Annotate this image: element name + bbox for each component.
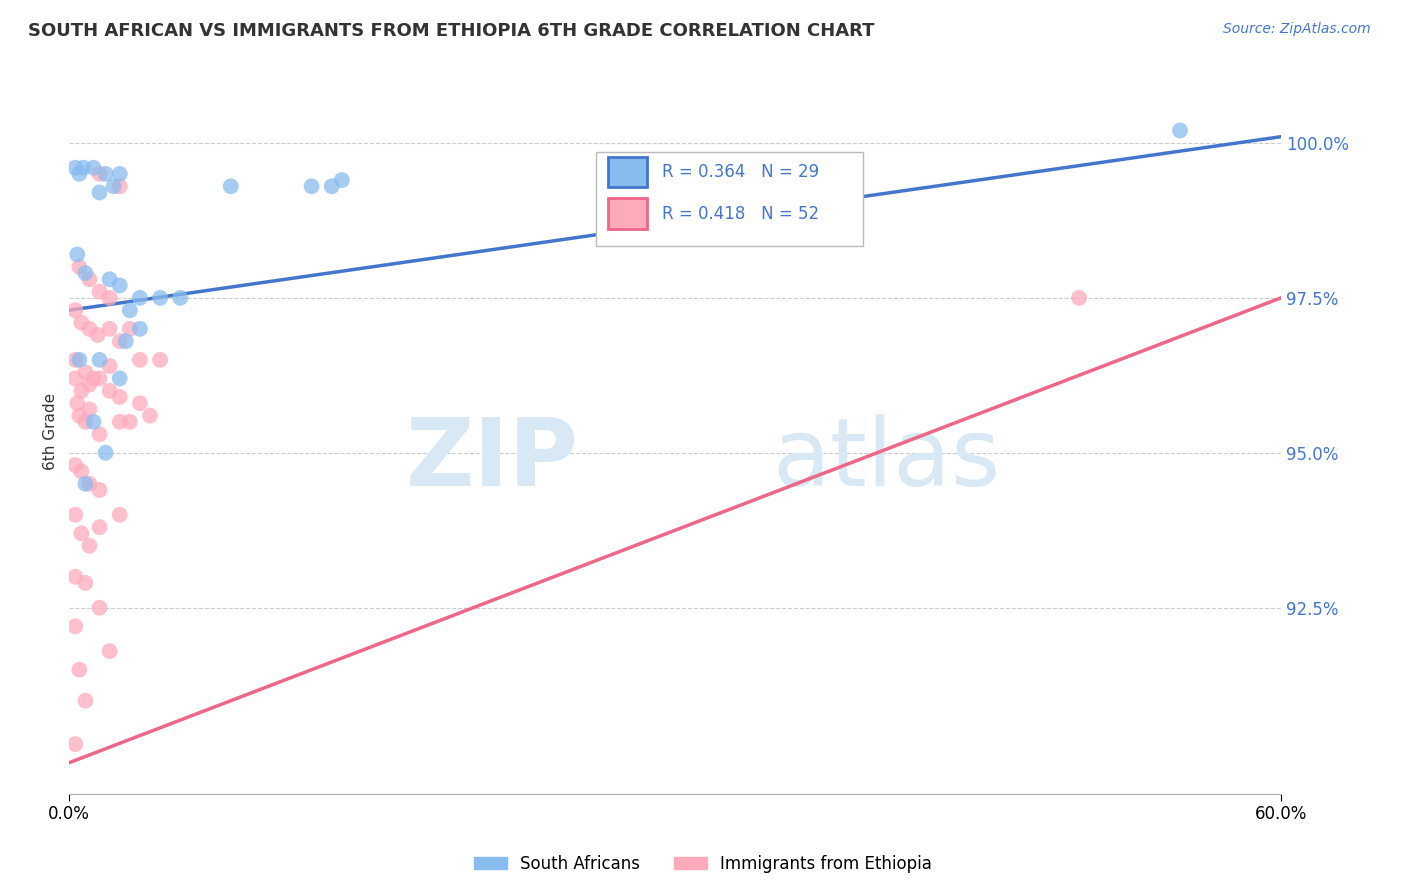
Point <box>75 476 97 491</box>
Point <box>321 179 343 194</box>
Bar <box>609 157 647 187</box>
Point <box>103 179 125 194</box>
Point <box>67 409 90 423</box>
Point <box>114 334 136 349</box>
Text: Source: ZipAtlas.com: Source: ZipAtlas.com <box>1223 22 1371 37</box>
Point <box>94 446 117 460</box>
Point <box>75 415 97 429</box>
Point <box>65 303 87 318</box>
Point <box>98 272 121 286</box>
Point <box>108 415 131 429</box>
Point <box>82 161 104 175</box>
Point <box>108 167 131 181</box>
Point <box>108 371 131 385</box>
Point <box>129 322 152 336</box>
Point <box>149 352 172 367</box>
Point <box>89 352 111 367</box>
Point <box>94 167 117 181</box>
Point <box>139 409 162 423</box>
Point <box>89 371 111 385</box>
Point <box>89 483 111 497</box>
Point <box>89 285 111 299</box>
Point <box>79 539 101 553</box>
Point <box>82 415 104 429</box>
Point <box>129 396 152 410</box>
Point <box>66 396 89 410</box>
Point <box>65 570 87 584</box>
Point <box>301 179 323 194</box>
Point <box>65 161 87 175</box>
Point <box>98 359 121 373</box>
Text: ZIP: ZIP <box>405 414 578 506</box>
Point <box>65 458 87 473</box>
Point <box>79 377 101 392</box>
Point <box>70 464 93 478</box>
Point <box>89 167 111 181</box>
Point <box>98 291 121 305</box>
Point <box>169 291 191 305</box>
Point <box>86 328 108 343</box>
Point <box>65 737 87 751</box>
Point <box>108 390 131 404</box>
Point <box>1168 123 1191 137</box>
Point <box>219 179 242 194</box>
Point <box>66 247 89 261</box>
Point <box>70 526 93 541</box>
Point <box>67 663 90 677</box>
Text: R = 0.418   N = 52: R = 0.418 N = 52 <box>662 204 818 222</box>
Point <box>108 334 131 349</box>
Point <box>65 619 87 633</box>
Bar <box>609 198 647 228</box>
Point <box>70 384 93 398</box>
Point <box>79 272 101 286</box>
Point <box>118 415 141 429</box>
Point <box>75 266 97 280</box>
Point <box>65 371 87 385</box>
Point <box>65 352 87 367</box>
Point <box>118 322 141 336</box>
Legend: South Africans, Immigrants from Ethiopia: South Africans, Immigrants from Ethiopia <box>467 848 939 880</box>
Point <box>79 402 101 417</box>
Y-axis label: 6th Grade: 6th Grade <box>44 392 58 470</box>
Point <box>108 278 131 293</box>
Point <box>129 352 152 367</box>
Point <box>70 316 93 330</box>
Point <box>75 365 97 379</box>
Point <box>129 291 152 305</box>
Point <box>65 508 87 522</box>
Text: R = 0.364   N = 29: R = 0.364 N = 29 <box>662 163 818 181</box>
Point <box>1067 291 1090 305</box>
Point <box>108 179 131 194</box>
Point <box>330 173 353 187</box>
Point <box>75 576 97 591</box>
Point <box>67 352 90 367</box>
Point <box>82 371 104 385</box>
Point <box>98 644 121 658</box>
Point <box>89 520 111 534</box>
Point <box>149 291 172 305</box>
Point <box>79 322 101 336</box>
Point <box>89 186 111 200</box>
Bar <box>596 152 863 246</box>
Point <box>75 694 97 708</box>
Point <box>108 508 131 522</box>
Point <box>72 161 94 175</box>
Point <box>98 384 121 398</box>
Text: atlas: atlas <box>772 414 1000 506</box>
Point <box>89 427 111 442</box>
Point <box>67 167 90 181</box>
Point <box>98 322 121 336</box>
Point <box>67 260 90 274</box>
Point <box>79 476 101 491</box>
Text: SOUTH AFRICAN VS IMMIGRANTS FROM ETHIOPIA 6TH GRADE CORRELATION CHART: SOUTH AFRICAN VS IMMIGRANTS FROM ETHIOPI… <box>28 22 875 40</box>
Point <box>89 600 111 615</box>
Point <box>118 303 141 318</box>
